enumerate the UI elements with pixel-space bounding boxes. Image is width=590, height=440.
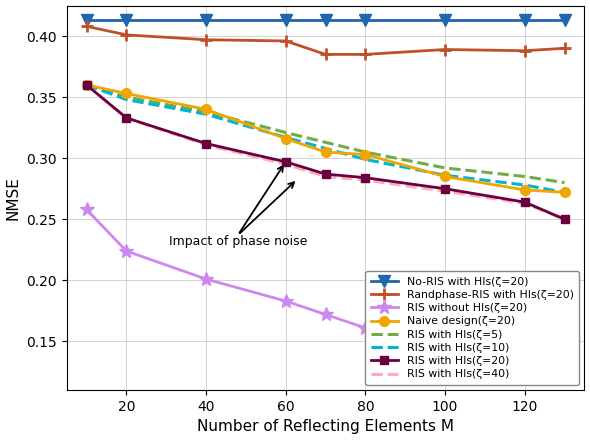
- RIS without HIs(ζ=20): [123, 248, 130, 253]
- Randphase-RIS with HIs(ζ=20): [561, 46, 568, 51]
- Naive design(ζ=20): [202, 106, 209, 112]
- Naive design(ζ=20): [83, 82, 90, 88]
- No-RIS with HIs(ζ=20): [123, 18, 130, 23]
- RIS with HIs(ζ=5): [123, 95, 130, 100]
- Naive design(ζ=20): [441, 174, 448, 179]
- RIS with HIs(ζ=5): [282, 130, 289, 135]
- Line: RIS with HIs(ζ=20): RIS with HIs(ζ=20): [83, 81, 569, 224]
- RIS with HIs(ζ=10): [123, 97, 130, 102]
- RIS with HIs(ζ=20): [521, 199, 528, 205]
- RIS with HIs(ζ=10): [202, 112, 209, 117]
- X-axis label: Number of Reflecting Elements M: Number of Reflecting Elements M: [197, 419, 454, 434]
- Line: No-RIS with HIs(ζ=20): No-RIS with HIs(ζ=20): [80, 14, 571, 26]
- Naive design(ζ=20): [322, 150, 329, 155]
- Naive design(ζ=20): [282, 136, 289, 141]
- Line: RIS with HIs(ζ=10): RIS with HIs(ζ=10): [87, 85, 565, 192]
- Randphase-RIS with HIs(ζ=20): [362, 52, 369, 57]
- Line: RIS without HIs(ζ=20): RIS without HIs(ζ=20): [80, 202, 572, 386]
- No-RIS with HIs(ζ=20): [561, 18, 568, 23]
- Randphase-RIS with HIs(ζ=20): [123, 32, 130, 37]
- RIS with HIs(ζ=10): [322, 146, 329, 151]
- Naive design(ζ=20): [521, 187, 528, 193]
- Naive design(ζ=20): [362, 152, 369, 157]
- RIS without HIs(ζ=20): [561, 377, 568, 382]
- RIS without HIs(ζ=20): [362, 325, 369, 330]
- No-RIS with HIs(ζ=20): [521, 18, 528, 23]
- RIS with HIs(ζ=5): [202, 109, 209, 114]
- RIS with HIs(ζ=10): [441, 172, 448, 178]
- RIS with HIs(ζ=40): [322, 174, 329, 179]
- RIS with HIs(ζ=40): [561, 216, 568, 222]
- Randphase-RIS with HIs(ζ=20): [282, 38, 289, 44]
- RIS with HIs(ζ=40): [123, 115, 130, 121]
- RIS without HIs(ζ=20): [441, 347, 448, 352]
- RIS with HIs(ζ=20): [282, 159, 289, 165]
- Text: Impact of phase noise: Impact of phase noise: [169, 235, 307, 248]
- Line: Naive design(ζ=20): Naive design(ζ=20): [81, 80, 569, 197]
- No-RIS with HIs(ζ=20): [202, 18, 209, 23]
- Line: Randphase-RIS with HIs(ζ=20): Randphase-RIS with HIs(ζ=20): [81, 21, 570, 60]
- Naive design(ζ=20): [123, 91, 130, 96]
- RIS with HIs(ζ=5): [362, 150, 369, 155]
- Line: RIS with HIs(ζ=40): RIS with HIs(ζ=40): [87, 85, 565, 219]
- Randphase-RIS with HIs(ζ=20): [202, 37, 209, 42]
- No-RIS with HIs(ζ=20): [441, 18, 448, 23]
- RIS with HIs(ζ=20): [123, 115, 130, 121]
- RIS with HIs(ζ=20): [83, 82, 90, 88]
- RIS with HIs(ζ=10): [521, 183, 528, 188]
- No-RIS with HIs(ζ=20): [322, 18, 329, 23]
- RIS without HIs(ζ=20): [202, 276, 209, 282]
- Naive design(ζ=20): [561, 190, 568, 195]
- RIS with HIs(ζ=5): [322, 139, 329, 145]
- RIS with HIs(ζ=40): [441, 188, 448, 194]
- RIS with HIs(ζ=40): [521, 201, 528, 206]
- RIS with HIs(ζ=40): [83, 82, 90, 88]
- No-RIS with HIs(ζ=20): [362, 18, 369, 23]
- Legend: No-RIS with HIs(ζ=20), Randphase-RIS with HIs(ζ=20), RIS without HIs(ζ=20), Naiv: No-RIS with HIs(ζ=20), Randphase-RIS wit…: [365, 271, 579, 385]
- RIS with HIs(ζ=10): [282, 135, 289, 140]
- RIS with HIs(ζ=5): [561, 180, 568, 185]
- RIS without HIs(ζ=20): [83, 207, 90, 212]
- RIS without HIs(ζ=20): [282, 298, 289, 304]
- RIS with HIs(ζ=20): [322, 172, 329, 177]
- RIS with HIs(ζ=20): [441, 186, 448, 191]
- RIS with HIs(ζ=20): [202, 141, 209, 146]
- RIS with HIs(ζ=40): [362, 177, 369, 183]
- Randphase-RIS with HIs(ζ=20): [83, 24, 90, 29]
- Line: RIS with HIs(ζ=5): RIS with HIs(ζ=5): [87, 85, 565, 183]
- Randphase-RIS with HIs(ζ=20): [521, 48, 528, 53]
- No-RIS with HIs(ζ=20): [282, 18, 289, 23]
- RIS with HIs(ζ=10): [83, 82, 90, 88]
- RIS without HIs(ζ=20): [322, 312, 329, 317]
- RIS with HIs(ζ=5): [441, 165, 448, 171]
- RIS with HIs(ζ=20): [362, 175, 369, 180]
- RIS with HIs(ζ=40): [202, 142, 209, 147]
- RIS with HIs(ζ=40): [282, 161, 289, 167]
- RIS with HIs(ζ=5): [521, 174, 528, 179]
- RIS with HIs(ζ=5): [83, 82, 90, 88]
- Randphase-RIS with HIs(ζ=20): [322, 52, 329, 57]
- Randphase-RIS with HIs(ζ=20): [441, 47, 448, 52]
- RIS with HIs(ζ=20): [561, 216, 568, 222]
- RIS with HIs(ζ=10): [561, 190, 568, 195]
- No-RIS with HIs(ζ=20): [83, 18, 90, 23]
- RIS without HIs(ζ=20): [521, 362, 528, 367]
- RIS with HIs(ζ=10): [362, 157, 369, 162]
- Y-axis label: NMSE: NMSE: [5, 176, 21, 220]
